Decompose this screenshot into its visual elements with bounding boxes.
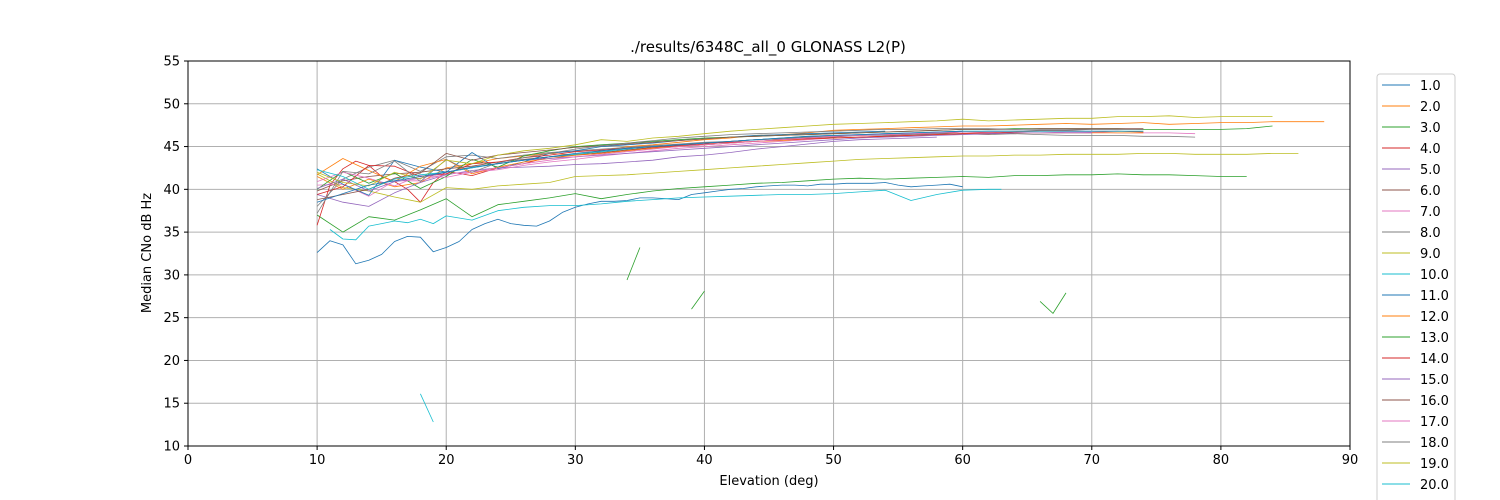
legend-label: 15.0 — [1420, 373, 1449, 388]
series-line-20-0 — [316, 130, 1144, 190]
legend-label: 9.0 — [1420, 247, 1441, 262]
legend-label: 20.0 — [1420, 478, 1449, 493]
series-line-17-0 — [316, 130, 1118, 187]
legend-box — [1376, 73, 1456, 500]
fragment-line — [1039, 292, 1067, 315]
fragment-line — [420, 393, 434, 423]
legend-label: 4.0 — [1420, 142, 1441, 157]
y-tick-label: 25 — [163, 311, 180, 326]
grid — [187, 60, 1351, 447]
legend-label: 7.0 — [1420, 205, 1441, 220]
series-line-6-0 — [316, 128, 1144, 192]
series-line-1-0 — [316, 182, 963, 265]
chart-title: ./results/6348C_all_0 GLONASS L2(P) — [630, 38, 906, 57]
y-axis-label: Median CNo dB Hz — [140, 193, 155, 313]
series-line-19-0 — [316, 115, 1273, 187]
legend-label: 3.0 — [1420, 121, 1441, 136]
x-axis-label: Elevation (deg) — [719, 474, 818, 489]
y-tick-label: 45 — [163, 140, 180, 155]
series-line-4-0 — [316, 130, 1144, 226]
legend-label: 8.0 — [1420, 226, 1441, 241]
y-tick-label: 30 — [163, 268, 180, 283]
x-tick-label: 80 — [1213, 453, 1230, 468]
legend-label: 18.0 — [1420, 436, 1449, 451]
x-tick-label: 50 — [825, 453, 842, 468]
x-tick-label: 30 — [567, 453, 584, 468]
series-line-9-0 — [316, 152, 1299, 203]
fragment-line — [691, 290, 705, 310]
x-tick-label: 40 — [696, 453, 713, 468]
x-tick-label: 70 — [1084, 453, 1101, 468]
y-tick-label: 15 — [163, 397, 180, 412]
legend-label: 1.0 — [1420, 79, 1441, 94]
x-tick-label: 60 — [954, 453, 971, 468]
legend: 1.0 2.0 3.0 4.0 5.0 6.0 7.0 8.0 9.0 10.0 11.0 12.0 1… — [1376, 73, 1456, 500]
plot-frame — [187, 60, 1351, 447]
legend-label: 19.0 — [1420, 457, 1449, 472]
series-line-10-0 — [329, 188, 1002, 241]
y-tick-label: 10 — [163, 440, 180, 455]
y-tick-label: 20 — [163, 354, 180, 369]
legend-label: 10.0 — [1420, 268, 1449, 283]
series-line-3-0 — [316, 173, 1247, 233]
legend-label: 11.0 — [1420, 289, 1449, 304]
y-tick-label: 50 — [163, 97, 180, 112]
y-axis-ticks: 10 15 20 25 30 35 40 45 50 55 — [163, 55, 188, 455]
y-tick-label: 55 — [163, 55, 180, 70]
y-tick-label: 35 — [163, 226, 180, 241]
x-tick-label: 90 — [1342, 453, 1359, 468]
fragment-line — [626, 247, 641, 281]
x-axis-ticks: 0 10 20 30 40 50 60 70 80 90 — [184, 446, 1358, 468]
legend-label: 13.0 — [1420, 331, 1449, 346]
legend-label: 16.0 — [1420, 394, 1449, 409]
x-tick-label: 20 — [438, 453, 455, 468]
legend-label: 14.0 — [1420, 352, 1449, 367]
series-line-21-0 — [316, 130, 963, 203]
x-tick-label: 10 — [309, 453, 326, 468]
series-group — [316, 115, 1325, 265]
series-line-18-0 — [316, 128, 1144, 214]
legend-label: 17.0 — [1420, 415, 1449, 430]
fragment-group — [420, 247, 1067, 423]
legend-label: 6.0 — [1420, 184, 1441, 199]
legend-label: 5.0 — [1420, 163, 1441, 178]
x-tick-label: 0 — [184, 453, 192, 468]
legend-label: 2.0 — [1420, 100, 1441, 115]
series-line-5-0 — [316, 136, 937, 207]
y-tick-label: 40 — [163, 183, 180, 198]
legend-label: 12.0 — [1420, 310, 1449, 325]
series-line-11-0 — [316, 130, 886, 196]
